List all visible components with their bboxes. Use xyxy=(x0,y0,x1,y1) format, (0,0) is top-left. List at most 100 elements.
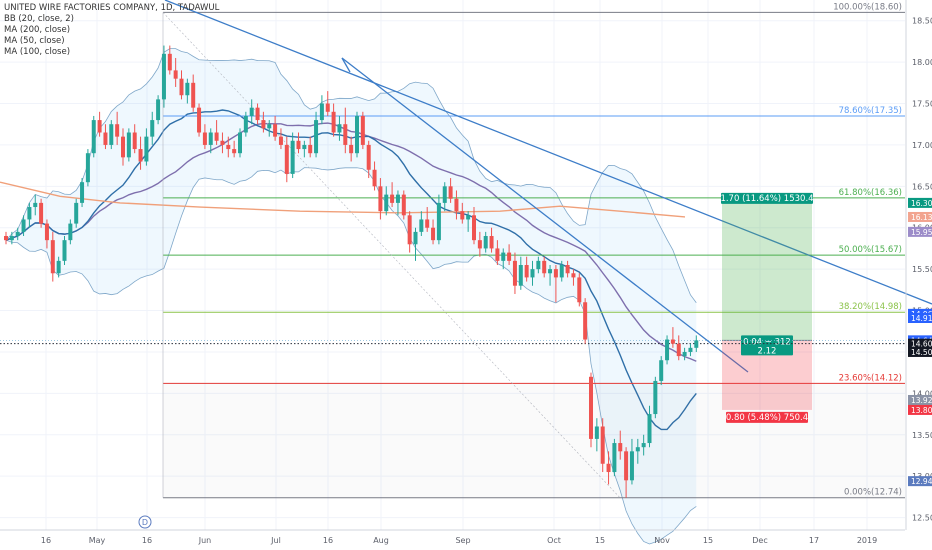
fib-zone xyxy=(163,383,905,498)
candle-body xyxy=(431,227,436,241)
candle-body xyxy=(109,124,114,145)
candle-body xyxy=(121,136,125,158)
position-ratio-label: 2.12 xyxy=(758,346,777,356)
candle-body xyxy=(33,202,38,208)
position-target-label: 1.70 (11.64%) 1530.4 xyxy=(720,194,813,204)
price-tag-box xyxy=(908,476,932,487)
price-axis-tick: 18.50 xyxy=(912,17,932,26)
candle-body xyxy=(185,82,190,96)
fib-level-label: 50.00%(15.67) xyxy=(839,245,902,255)
candle-body xyxy=(214,132,219,141)
ma-200-line xyxy=(0,181,686,218)
candle-body xyxy=(167,53,172,71)
price-tag-box xyxy=(908,338,932,349)
candle-body xyxy=(401,194,406,216)
candle-body xyxy=(74,202,79,224)
candle-body xyxy=(126,132,131,158)
candle-body xyxy=(27,207,32,220)
candle-body xyxy=(80,182,85,203)
chart-legend: UNITED WIRE FACTORIES COMPANY, 1D, TADAW… xyxy=(4,3,219,58)
price-tag-label: 15.95 xyxy=(911,228,932,237)
candle-body xyxy=(138,149,143,162)
candle-body xyxy=(156,99,161,121)
candle-body xyxy=(150,120,155,137)
candle-body xyxy=(589,376,593,439)
candle-body xyxy=(647,414,652,444)
position-target-box xyxy=(721,192,813,204)
candle-body xyxy=(600,426,605,464)
candle-body xyxy=(161,53,166,100)
candle-body xyxy=(688,347,693,352)
candle-body xyxy=(191,82,196,108)
candle-body xyxy=(577,277,582,303)
candle-body xyxy=(629,451,634,481)
candle-body xyxy=(68,223,73,241)
candle-body xyxy=(641,443,646,448)
candle-body xyxy=(319,103,324,121)
time-axis-tick: 15 xyxy=(703,536,713,545)
candle-body xyxy=(548,269,553,274)
trend-line-2-cap xyxy=(341,57,351,73)
price-tag-box xyxy=(908,226,932,237)
candle-body xyxy=(483,236,488,249)
candle-body xyxy=(144,136,149,162)
candle-body xyxy=(682,351,687,357)
candle-body xyxy=(115,124,120,137)
candle-body xyxy=(512,260,517,286)
candle-body xyxy=(238,132,242,154)
price-axis-tick: 15.50 xyxy=(912,265,932,274)
candle-body xyxy=(220,140,225,145)
candle-body xyxy=(477,240,482,249)
candle-body xyxy=(501,252,506,261)
candle-body xyxy=(448,186,453,199)
time-axis-tick: Jul xyxy=(270,536,281,545)
candle-body xyxy=(612,443,617,473)
indicator-bb[interactable]: BB (20, close, 2) xyxy=(4,14,74,24)
candle-body xyxy=(676,343,681,357)
trend-line-1 xyxy=(164,0,932,305)
time-axis-tick: Aug xyxy=(373,536,389,545)
price-tag-label: 12.94 xyxy=(911,477,932,486)
indicator-ma100[interactable]: MA (100, close) xyxy=(4,47,71,57)
candle-body xyxy=(542,260,547,274)
time-axis-tick: Nov xyxy=(654,536,670,545)
candle-body xyxy=(62,240,67,261)
price-tag-label: 13.80 xyxy=(911,406,932,415)
candle-body xyxy=(635,447,640,452)
candle-body xyxy=(278,136,283,145)
fib-level-label: 0.00%(12.74) xyxy=(844,488,902,498)
trend-line-2 xyxy=(341,57,749,373)
fib-level-label: 23.60%(14.12) xyxy=(839,373,902,383)
candle-body xyxy=(308,144,313,154)
price-axis-tick: 12.50 xyxy=(912,514,932,523)
candle-body xyxy=(337,124,342,133)
candle-body xyxy=(407,215,412,245)
indicator-ma50[interactable]: MA (50, close) xyxy=(4,36,65,46)
time-axis-tick: 15 xyxy=(595,536,605,545)
candle-body xyxy=(15,231,20,237)
indicator-ma200[interactable]: MA (200, close) xyxy=(4,25,71,35)
candle-body xyxy=(583,302,588,340)
price-tag-box xyxy=(908,346,932,357)
bollinger-lower xyxy=(5,167,697,545)
candle-body xyxy=(267,124,272,129)
candle-body xyxy=(378,186,383,212)
candle-body xyxy=(197,107,202,133)
candle-body xyxy=(202,132,207,145)
candle-body xyxy=(261,120,266,129)
time-axis-tick: 16 xyxy=(41,536,51,545)
price-axis-tick: 13.50 xyxy=(912,431,932,440)
candle-body xyxy=(349,144,354,154)
candle-body xyxy=(489,236,494,249)
candle-body xyxy=(670,339,675,344)
time-axis-tick: 2019 xyxy=(857,536,877,545)
fib-level-label: 61.80%(16.36) xyxy=(839,188,902,198)
candle-body xyxy=(659,360,664,381)
event-marker-label: D xyxy=(142,518,148,527)
candle-body xyxy=(559,265,564,278)
candle-body xyxy=(536,260,541,270)
candle-body xyxy=(56,260,61,274)
candle-body xyxy=(495,248,500,261)
candle-body xyxy=(442,186,447,203)
